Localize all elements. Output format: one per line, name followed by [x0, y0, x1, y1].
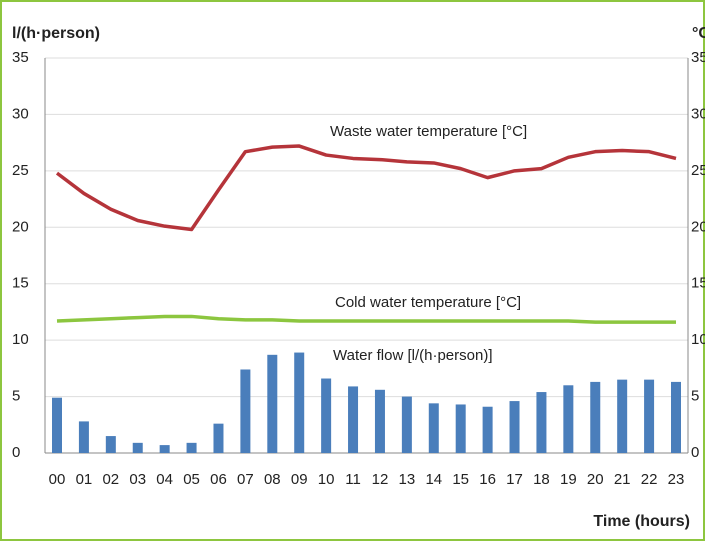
y2-axis-label: °C: [692, 25, 705, 42]
y2-tick-label: 35: [691, 49, 705, 66]
bar: [428, 403, 439, 453]
bar: [482, 406, 493, 453]
x-tick-label: 15: [452, 471, 469, 488]
y-axis-label: l/(h·person): [12, 25, 100, 42]
bar: [78, 421, 89, 453]
bar: [590, 381, 601, 453]
x-tick-label: 10: [318, 471, 335, 488]
bar: [105, 436, 116, 453]
x-tick-label: 07: [237, 471, 254, 488]
bar: [671, 381, 681, 453]
x-tick-label: 11: [345, 471, 361, 488]
x-tick-label: 08: [264, 471, 281, 488]
bar: [509, 401, 520, 453]
x-tick-label: 18: [533, 471, 550, 488]
x-tick-label: 23: [668, 471, 685, 488]
y2-tick-label: 30: [691, 105, 705, 122]
bar: [374, 389, 385, 453]
bar: [401, 396, 412, 453]
y2-tick-label: 10: [691, 331, 705, 348]
x-tick-label: 03: [129, 471, 146, 488]
bar: [563, 385, 574, 453]
series-label: Waste water temperature [°C]: [330, 123, 527, 140]
bar: [617, 379, 628, 453]
bar: [240, 369, 251, 453]
bar: [267, 354, 278, 453]
x-tick-label: 01: [76, 471, 93, 488]
series-label: Cold water temperature [°C]: [335, 294, 521, 311]
x-tick-label: 21: [614, 471, 631, 488]
x-tick-label: 16: [479, 471, 496, 488]
bar: [52, 397, 62, 453]
y2-tick-label: 20: [691, 218, 705, 235]
x-tick-label: 05: [183, 471, 200, 488]
x-tick-label: 22: [641, 471, 658, 488]
line: [55, 144, 677, 232]
x-tick-label: 20: [587, 471, 604, 488]
bar: [132, 442, 143, 453]
series-label: Water flow [l/(h·person)]: [333, 347, 493, 364]
y2-tick-label: 5: [691, 388, 699, 405]
line: [56, 314, 676, 324]
bar: [294, 352, 305, 453]
x-axis-label: Time (hours): [593, 513, 690, 530]
y-tick-label: 5: [12, 388, 20, 405]
y2-tick-label: 25: [691, 162, 705, 179]
y2-tick-label: 15: [691, 275, 705, 292]
y2-tick-label: 0: [691, 444, 699, 461]
x-tick-label: 13: [399, 471, 416, 488]
bar: [213, 423, 224, 453]
x-tick-label: 12: [372, 471, 389, 488]
bar: [536, 392, 547, 453]
x-tick-label: 02: [102, 471, 119, 488]
y-tick-label: 35: [12, 49, 29, 66]
y-tick-label: 10: [12, 331, 29, 348]
bar: [186, 442, 197, 453]
y-tick-label: 25: [12, 162, 29, 179]
x-tick-label: 09: [291, 471, 308, 488]
x-tick-label: 00: [49, 471, 66, 488]
x-tick-label: 19: [560, 471, 577, 488]
bar: [321, 378, 332, 453]
bar: [159, 445, 170, 453]
y-tick-label: 15: [12, 275, 29, 292]
x-tick-label: 04: [156, 471, 173, 488]
x-tick-label: 06: [210, 471, 227, 488]
y-tick-label: 20: [12, 218, 29, 235]
x-tick-label: 14: [425, 471, 442, 488]
x-tick-label: 17: [506, 471, 523, 488]
y-tick-label: 30: [12, 105, 29, 122]
y-tick-label: 0: [12, 444, 20, 461]
bar: [348, 386, 359, 453]
bar: [455, 404, 466, 453]
bar: [644, 379, 655, 453]
